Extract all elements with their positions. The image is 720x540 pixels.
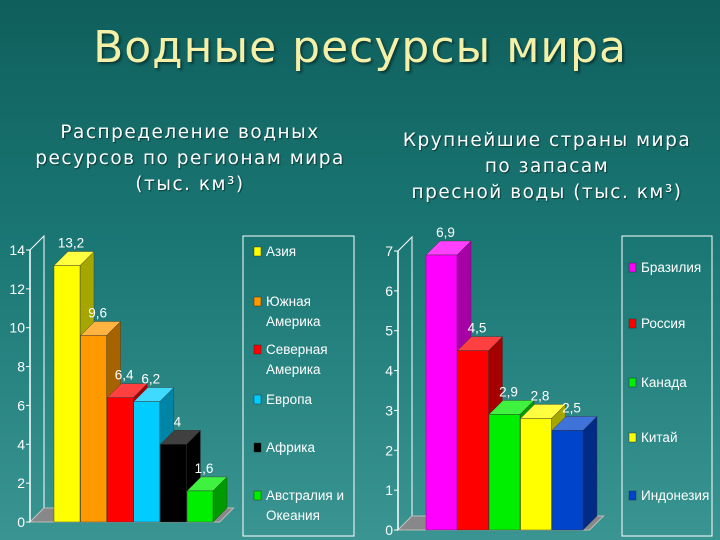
legend-label: Россия [641,316,685,331]
legend-label: Бразилия [641,260,701,275]
data-label: 2,9 [499,384,518,399]
y-tick-label: 4 [385,363,393,379]
legend: Бразилия Россия Канада Китай Индонезия [621,235,713,537]
bar [186,490,214,523]
bar [133,401,161,523]
legend-label: Океания [266,508,320,523]
bar [488,414,521,531]
legend-box [242,235,355,537]
axis-wall [397,235,413,532]
right-chart-title-line: по запасам [484,156,610,177]
right-chart-title-line: пресной воды (тыс. км³) [411,182,683,203]
legend-label: Америка [266,362,321,377]
data-label: 6,2 [141,372,160,387]
legend-box [621,235,713,537]
legend-swatch [253,296,262,307]
right-chart-title: Крупнейшие страны мира по запасам пресно… [382,128,712,206]
data-label: 2,5 [562,400,581,415]
bar [457,350,489,531]
legend-swatch [253,246,262,257]
legend-label: Индонезия [641,488,709,503]
data-label: 2,8 [531,388,550,403]
legend-label: Америка [266,314,321,329]
legend-swatch [253,442,262,453]
bar [551,430,584,531]
bar-side [582,415,598,531]
left-chart-title: Распределение водных ресурсов по региона… [10,120,370,198]
legend-swatch [628,432,637,443]
bar [425,254,458,531]
y-tick-label: 0 [17,514,25,530]
data-label: 6,4 [115,368,134,383]
y-tick-label: 2 [17,475,25,491]
legend-swatch [253,394,262,405]
y-tick-label: 12 [9,281,25,297]
legend-swatch [628,377,637,388]
y-tick-label: 4 [17,436,25,452]
y-tick-label: 10 [9,320,25,336]
legend-swatch [253,344,262,355]
y-tick-label: 1 [385,482,393,498]
data-label: 1,6 [195,461,214,476]
legend-label: Африка [266,440,316,455]
legend-swatch [253,490,262,501]
y-tick-label: 5 [385,323,393,339]
page-title: Водные ресурсы мира [93,22,627,73]
y-tick-label: 7 [385,243,393,259]
bar [106,397,134,523]
y-tick-label: 6 [17,397,25,413]
data-label: 9,6 [88,305,107,320]
data-label: 4,5 [468,321,487,336]
bar [520,418,552,531]
left-chart-title-line: Распределение водных [60,122,320,143]
bar [53,265,81,523]
bar [80,335,107,523]
legend-label: Азия [266,244,296,259]
legend: Азия Южная Америка Северная Америка Европа Афр… [242,235,355,537]
data-label: 13,2 [58,236,84,251]
legend-label: Канада [641,375,687,390]
y-tick-label: 2 [385,442,393,458]
legend-swatch [628,262,637,273]
legend-label: Южная [266,294,311,309]
legend-swatch [628,490,637,501]
y-tick-label: 14 [9,242,25,258]
legend-label: Австралия и [266,488,344,503]
bar-chart-2: 0 1 2 3 4 5 6 7 6,9 4,5 2,9 2,8 2,5 Бразилия Россия Кан… [385,225,713,538]
axis-wall [29,234,45,524]
y-tick-label: 8 [17,359,25,375]
bar [160,444,187,523]
y-tick-label: 3 [385,402,393,418]
legend-label: Европа [266,392,313,407]
legend-label: Северная [266,342,328,357]
bar-chart-1: 0 2 4 6 8 10 12 14 13,2 9,6 6,4 6,2 4 1,6 Азия Южная Аме… [9,234,355,537]
legend-label: Китай [641,430,678,445]
data-label: 4 [174,414,182,429]
y-tick-label: 6 [385,283,393,299]
legend-swatch [628,318,637,329]
y-tick-label: 0 [385,522,393,538]
left-chart-title-line: ресурсов по регионам мира [35,148,345,169]
right-chart-title-line: Крупнейшие страны мира [402,130,692,151]
left-chart-title-line: (тыс. км³) [135,174,245,195]
data-label: 6,9 [436,225,455,240]
